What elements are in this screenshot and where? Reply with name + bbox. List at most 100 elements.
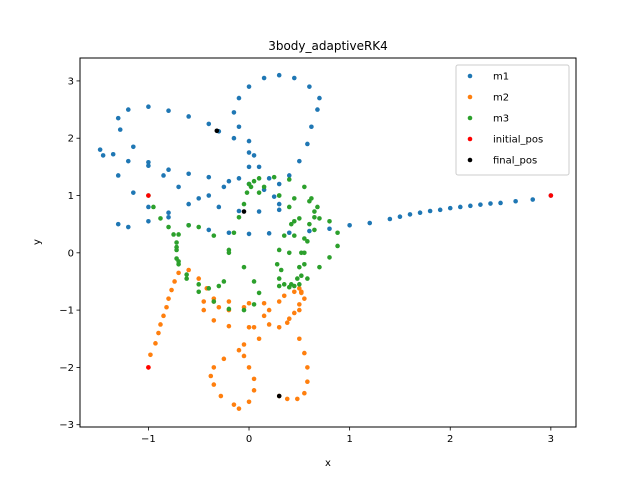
y-tick-label-4: 1 bbox=[68, 191, 74, 202]
point-m2-30 bbox=[211, 382, 217, 387]
point-m3-46 bbox=[295, 276, 300, 281]
point-m1-13 bbox=[397, 214, 403, 220]
legend-marker-m3 bbox=[467, 115, 473, 121]
point-m3-20 bbox=[196, 224, 202, 230]
point-m3-85 bbox=[292, 283, 297, 289]
point-m1-60 bbox=[246, 150, 252, 155]
point-m2-6 bbox=[164, 304, 169, 310]
point-m3-24 bbox=[176, 259, 181, 264]
plot-frame bbox=[79, 57, 577, 428]
point-m1-63 bbox=[276, 181, 282, 187]
point-final-pos-0 bbox=[214, 128, 220, 134]
point-m1-68 bbox=[315, 107, 320, 112]
legend-label-m3: m3 bbox=[493, 114, 509, 125]
point-m2-34 bbox=[246, 399, 252, 405]
point-m3-29 bbox=[221, 279, 227, 284]
point-m3-54 bbox=[297, 216, 302, 221]
legend-label-m2: m2 bbox=[493, 93, 509, 104]
point-m3-57 bbox=[335, 230, 340, 236]
point-m3-52 bbox=[281, 233, 287, 238]
point-m3-50 bbox=[274, 261, 280, 267]
point-m1-81 bbox=[236, 176, 242, 181]
point-m1-88 bbox=[115, 221, 121, 227]
point-m3-77 bbox=[307, 198, 312, 204]
point-m2-23 bbox=[292, 310, 297, 316]
point-m1-40 bbox=[271, 194, 277, 199]
point-m2-3 bbox=[156, 330, 161, 336]
point-m1-9 bbox=[437, 207, 443, 213]
point-m3-61 bbox=[305, 276, 310, 281]
point-m1-1 bbox=[530, 197, 536, 202]
point-m2-52 bbox=[201, 307, 207, 313]
point-m3-5 bbox=[174, 240, 179, 245]
point-m3-30 bbox=[226, 250, 232, 256]
chart-title: 3body_adaptiveRK4 bbox=[268, 39, 388, 53]
point-m1-52 bbox=[115, 115, 121, 121]
point-initial-pos-1 bbox=[548, 193, 554, 198]
point-m2-47 bbox=[286, 316, 292, 322]
point-m3-76 bbox=[292, 196, 297, 201]
point-m2-4 bbox=[158, 322, 163, 327]
point-m1-21 bbox=[246, 231, 252, 237]
point-m1-64 bbox=[286, 173, 292, 178]
point-m2-29 bbox=[208, 373, 214, 379]
point-m1-65 bbox=[297, 158, 302, 164]
point-m1-77 bbox=[236, 124, 242, 130]
point-m2-2 bbox=[153, 341, 158, 346]
point-m1-35 bbox=[186, 171, 191, 177]
point-m2-33 bbox=[236, 406, 242, 411]
point-m2-46 bbox=[297, 307, 302, 313]
x-tick-label-2: 1 bbox=[346, 434, 352, 445]
point-m2-45 bbox=[302, 296, 307, 301]
point-m3-55 bbox=[312, 214, 317, 220]
point-m1-47 bbox=[176, 184, 181, 190]
point-m3-63 bbox=[286, 284, 292, 290]
point-m2-39 bbox=[241, 342, 247, 347]
point-m1-55 bbox=[166, 108, 171, 114]
point-m1-59 bbox=[231, 135, 237, 141]
point-m1-12 bbox=[407, 212, 413, 217]
point-m2-10 bbox=[176, 270, 181, 276]
point-m2-37 bbox=[246, 365, 252, 370]
point-m3-27 bbox=[206, 286, 212, 291]
point-m2-28 bbox=[211, 365, 217, 370]
point-m1-76 bbox=[231, 110, 237, 115]
point-m1-57 bbox=[206, 121, 212, 127]
point-m2-24 bbox=[276, 325, 282, 330]
point-m1-48 bbox=[161, 173, 166, 178]
point-m2-27 bbox=[221, 356, 227, 362]
point-m3-25 bbox=[184, 272, 189, 277]
point-m2-44 bbox=[299, 289, 304, 295]
point-m2-38 bbox=[241, 353, 247, 359]
y-tick-label-6: 3 bbox=[68, 76, 74, 87]
point-m3-28 bbox=[216, 283, 222, 289]
point-m1-20 bbox=[266, 231, 272, 236]
point-initial-pos-2 bbox=[146, 365, 151, 370]
point-m1-43 bbox=[256, 209, 262, 214]
point-m1-2 bbox=[513, 198, 518, 204]
point-m1-29 bbox=[100, 153, 106, 158]
point-m3-68 bbox=[292, 219, 297, 224]
point-m3-41 bbox=[312, 209, 317, 214]
point-m2-11 bbox=[186, 267, 191, 273]
point-m2-51 bbox=[211, 318, 217, 323]
point-m3-31 bbox=[231, 230, 237, 236]
point-m3-3 bbox=[166, 224, 171, 230]
point-m1-87 bbox=[125, 224, 131, 230]
x-tick-label-0: −1 bbox=[141, 434, 156, 445]
point-m2-26 bbox=[236, 347, 242, 353]
y-tick-label-0: −3 bbox=[59, 420, 74, 431]
point-m3-42 bbox=[307, 221, 312, 227]
legend-marker-m2 bbox=[467, 94, 473, 100]
point-m1-61 bbox=[256, 164, 262, 170]
point-m3-58 bbox=[335, 243, 340, 249]
point-m1-69 bbox=[317, 95, 322, 101]
point-m1-3 bbox=[498, 200, 503, 206]
point-m2-64 bbox=[295, 396, 300, 402]
point-m1-11 bbox=[417, 210, 423, 215]
point-m2-1 bbox=[148, 352, 153, 358]
x-tick-label-1: 0 bbox=[246, 434, 252, 445]
point-m2-60 bbox=[302, 350, 307, 356]
point-m2-65 bbox=[284, 396, 290, 402]
